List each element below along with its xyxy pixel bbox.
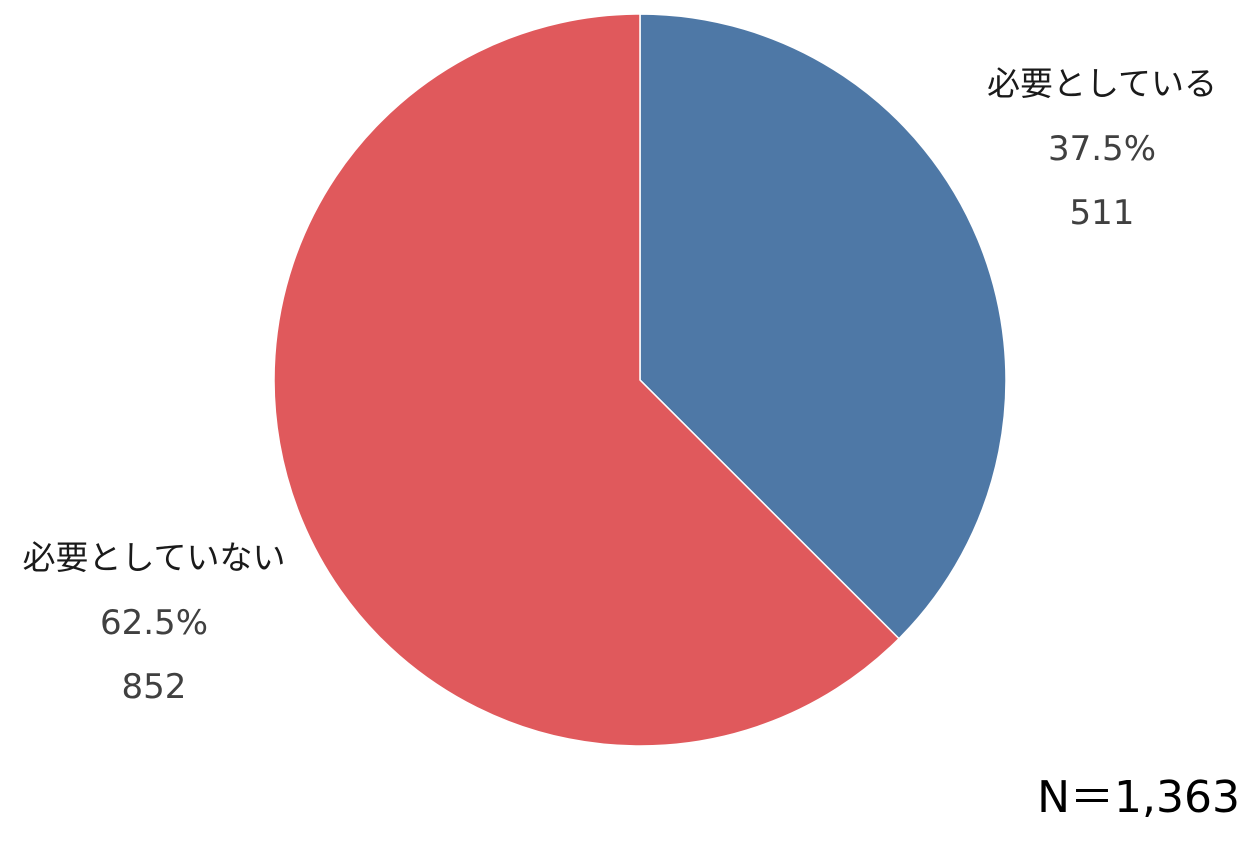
slice-count-fuyou: 852 [122,667,187,707]
slice-name-hitsuyou: 必要としている [987,64,1217,103]
sample-size-annotation: N＝1,363 [1037,772,1240,823]
slice-label-hitsuyou: 必要としている 37.5% 511 [987,64,1217,233]
slice-count-hitsuyou: 511 [1070,193,1135,233]
slice-percent-hitsuyou: 37.5% [1048,129,1156,169]
pie-slices [273,13,1007,747]
slice-label-fuyou: 必要としていない 62.5% 852 [22,538,285,707]
pie-slice-hitsuyou [639,13,1007,640]
slice-percent-fuyou: 62.5% [100,603,208,643]
slice-name-fuyou: 必要としていない [22,538,285,577]
pie-slice-fuyou [273,13,901,747]
